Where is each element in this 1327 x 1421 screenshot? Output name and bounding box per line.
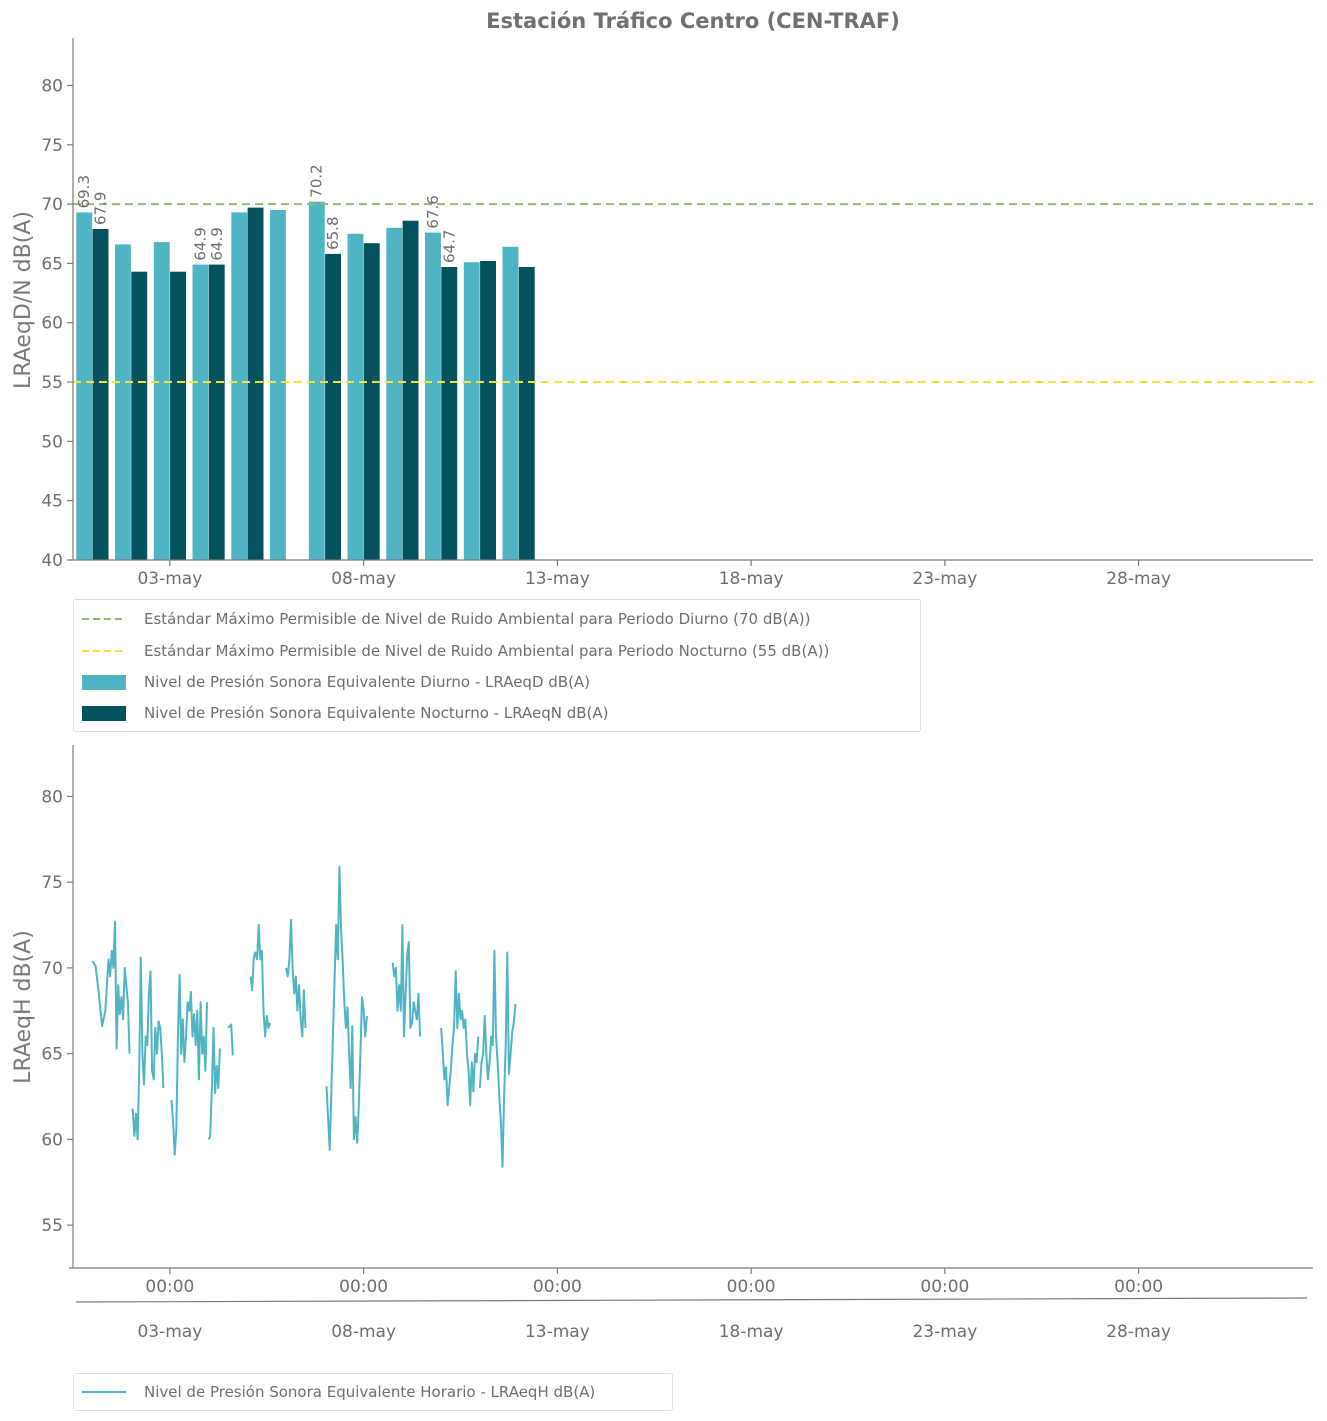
hourly-level-line-segment (325, 865, 368, 1151)
top-y-tick-label: 65 (41, 254, 63, 274)
legend-swatch-hourly-level (82, 1384, 126, 1400)
bottom-y-tick-label: 60 (41, 1130, 63, 1150)
legend-label-hourly-level: Nivel de Presión Sonora Equivalente Hora… (144, 1383, 596, 1401)
top-x-tick-label: 08-may (331, 569, 396, 589)
bar-night-level (441, 267, 458, 560)
bar-data-label: 67.6 (424, 195, 442, 228)
bar-day-level (347, 233, 364, 561)
bar-night-level (170, 271, 186, 560)
bottom-y-tick-label: 80 (41, 787, 63, 807)
bottom-x-tick-label-date: 03-may (137, 1322, 202, 1342)
top-y-tick-label: 70 (41, 195, 63, 215)
bar-day-level (192, 264, 209, 560)
hourly-level-line-segment (478, 949, 517, 1168)
bottom-y-axis-label: LRAeqH dB(A) (11, 930, 36, 1084)
hourly-line-chart: LRAeqH dB(A) 55 60 65 70 75 80 00:00 03-may 00:0… (11, 745, 1313, 1342)
secondary-date-axis (75, 1297, 1308, 1303)
bottom-x-tick-label-time: 00:00 (145, 1277, 194, 1297)
bar-night-level (363, 243, 380, 560)
bar-data-label: 69.3 (75, 175, 93, 208)
bar-day-level (425, 232, 441, 560)
top-x-tick-label: 18-may (719, 569, 784, 589)
bar-night-level (325, 253, 341, 560)
hourly-level-line-segment (207, 1026, 221, 1140)
legend-item-night-standard: Estándar Máximo Permisible de Nivel de R… (82, 638, 829, 664)
bottom-legend: Nivel de Presión Sonora Equivalente Hora… (73, 1373, 673, 1411)
legend-swatch-day-standard (82, 611, 126, 627)
top-x-tick-label: 13-may (525, 569, 590, 589)
top-y-tick-label: 60 (41, 314, 63, 334)
top-y-tick-label: 80 (41, 76, 63, 96)
top-y-tick-label: 50 (41, 432, 63, 452)
hourly-level-line-segment (249, 924, 271, 1038)
bar-data-label: 67.9 (92, 192, 110, 225)
bar-day-level (270, 210, 286, 560)
legend-swatch-day-level (82, 674, 126, 690)
bar-day-level (386, 227, 403, 561)
bar-night-level (247, 207, 264, 560)
bottom-x-tick-label-time: 00:00 (920, 1277, 969, 1297)
bar-data-label: 64.9 (208, 227, 226, 260)
bottom-x-tick-label-time: 00:00 (1114, 1277, 1163, 1297)
bottom-y-tick-label: 75 (41, 873, 63, 893)
bar-night-level (518, 267, 535, 560)
bar-night-level (480, 261, 496, 560)
bottom-y-tick-label: 65 (41, 1045, 63, 1065)
bar-data-label: 64.7 (440, 230, 458, 263)
bottom-x-tick-label-date: 28-may (1106, 1322, 1171, 1342)
bar-night-level (402, 220, 419, 560)
bar-night-level (208, 264, 225, 560)
legend-item-night-level: Nivel de Presión Sonora Equivalente Noct… (82, 700, 609, 726)
bar-day-level (463, 262, 480, 560)
bottom-x-tick-label-time: 00:00 (727, 1277, 776, 1297)
top-y-tick-label: 40 (41, 551, 63, 571)
bottom-x-tick-label-date: 08-may (331, 1322, 396, 1342)
bottom-y-tick-label: 70 (41, 959, 63, 979)
bar-day-level (153, 242, 170, 560)
hourly-level-line-segment (91, 920, 131, 1054)
bar-day-level (76, 212, 93, 560)
legend-label-night-level: Nivel de Presión Sonora Equivalente Noct… (144, 704, 609, 722)
legend-label-day-standard: Estándar Máximo Permisible de Nivel de R… (144, 610, 811, 628)
bottom-y-tick-label: 55 (41, 1216, 63, 1236)
bar-data-label: 64.9 (192, 227, 210, 260)
bottom-x-tick-label-time: 00:00 (339, 1277, 388, 1297)
legend-label-day-level: Nivel de Presión Sonora Equivalente Diur… (144, 673, 591, 691)
legend-label-night-standard: Estándar Máximo Permisible de Nivel de R… (144, 642, 830, 660)
legend-swatch-night-standard (82, 643, 126, 659)
bar-day-level (502, 246, 519, 561)
hourly-level-line-segment (285, 918, 307, 1038)
chart-title: Estación Tráfico Centro (CEN-TRAF) (486, 9, 900, 33)
legend-item-day-level: Nivel de Presión Sonora Equivalente Diur… (82, 669, 590, 695)
top-x-tick-label: 23-may (912, 569, 977, 589)
bottom-x-tick-label-date: 13-may (525, 1322, 590, 1342)
top-y-tick-label: 45 (41, 492, 63, 512)
bottom-x-tick-label-time: 00:00 (533, 1277, 582, 1297)
bar-day-level (115, 244, 131, 560)
bar-day-level (231, 212, 248, 560)
hourly-level-line-segment (391, 924, 422, 1038)
top-y-tick-label: 75 (41, 136, 63, 156)
bottom-x-tick-label-date: 18-may (719, 1322, 784, 1342)
bar-night-level (92, 229, 109, 560)
bar-night-level (131, 271, 148, 560)
daily-bar-chart: LRAeqD/N dB(A) 69.367.9 64.964.9 70.2 65.8 6… (11, 38, 1313, 589)
bottom-x-tick-label-date: 23-may (912, 1322, 977, 1342)
hourly-level-line-segment (440, 970, 480, 1107)
top-y-tick-label: 55 (41, 373, 63, 393)
legend-item-day-standard: Estándar Máximo Permisible de Nivel de R… (82, 606, 810, 632)
hourly-level-line-segment (131, 956, 165, 1141)
bar-data-label: 70.2 (308, 164, 326, 197)
bar-day-level (308, 201, 325, 560)
top-legend: Estándar Máximo Permisible de Nivel de R… (73, 599, 921, 732)
hourly-level-line-segment (227, 1023, 234, 1056)
legend-item-hourly-level: Nivel de Presión Sonora Equivalente Hora… (82, 1379, 595, 1405)
top-y-axis-label: LRAeqD/N dB(A) (11, 211, 36, 389)
top-x-tick-label: 03-may (137, 569, 202, 589)
hourly-level-line-segment (170, 973, 208, 1156)
legend-swatch-night-level (82, 705, 126, 721)
bar-data-label: 65.8 (324, 216, 342, 249)
top-x-tick-label: 28-may (1106, 569, 1171, 589)
